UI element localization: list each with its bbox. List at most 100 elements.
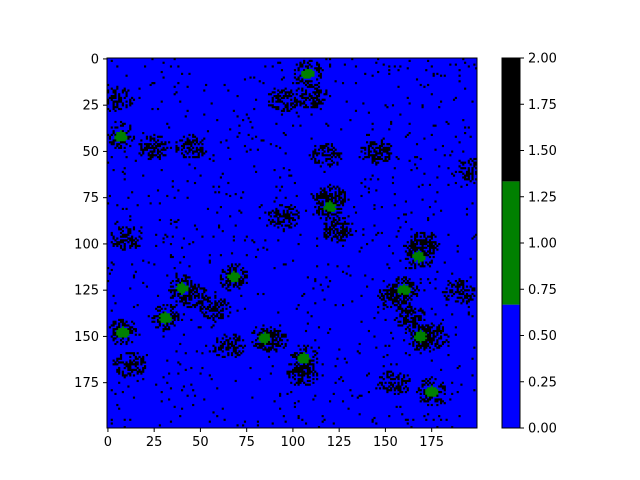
heatmap-cell — [131, 235, 134, 238]
heatmap-cell — [238, 287, 241, 290]
heatmap-cell — [134, 368, 137, 371]
heatmap-cell — [319, 146, 322, 149]
heatmap-cell — [304, 89, 308, 92]
heatmap-cell — [336, 231, 339, 235]
heatmap-cell — [125, 361, 128, 364]
heatmap-cell — [327, 209, 330, 212]
heatmap-cell — [262, 292, 265, 296]
heatmap-cell — [341, 230, 345, 233]
heatmap-cell — [205, 344, 208, 347]
heatmap-cell — [427, 383, 430, 386]
heatmap-cell — [404, 213, 407, 216]
heatmap-cell — [203, 398, 206, 401]
heatmap-cell — [288, 224, 291, 227]
heatmap-cell — [136, 352, 139, 355]
heatmap-cell — [119, 141, 123, 144]
heatmap-cell — [430, 231, 433, 235]
heatmap-cell — [221, 313, 224, 316]
heatmap-cell — [458, 365, 461, 368]
heatmap-cell — [238, 281, 241, 284]
heatmap-cell — [158, 317, 161, 320]
heatmap-cell — [373, 141, 376, 144]
heatmap-cell — [271, 331, 274, 334]
heatmap-cell — [158, 135, 161, 138]
heatmap-cell — [166, 324, 169, 327]
heatmap-cell — [118, 135, 121, 138]
heatmap-cell — [303, 82, 306, 85]
heatmap-cell — [434, 329, 437, 333]
heatmap-cell — [262, 344, 265, 347]
heatmap-cell — [225, 346, 228, 349]
heatmap-cell — [275, 222, 278, 225]
heatmap-cell — [440, 74, 443, 77]
heatmap-cell — [440, 337, 443, 340]
heatmap-cell — [236, 352, 239, 355]
heatmap-cell — [293, 378, 296, 381]
heatmap-cell — [144, 365, 147, 368]
heatmap-cell — [471, 159, 474, 162]
heatmap-cell — [293, 352, 296, 355]
heatmap-cell — [119, 235, 123, 238]
heatmap-cell — [168, 141, 171, 144]
heatmap-cell — [428, 241, 432, 244]
heatmap-cell — [290, 91, 293, 94]
heatmap-cell — [465, 289, 469, 292]
heatmap-cell — [181, 407, 184, 410]
heatmap-cell — [419, 278, 422, 281]
heatmap-cell — [208, 305, 211, 309]
heatmap-cell — [304, 359, 308, 362]
heatmap-cell — [412, 322, 415, 325]
heatmap-cell — [419, 317, 422, 320]
heatmap-cell — [293, 405, 296, 408]
heatmap-cell — [173, 317, 176, 320]
heatmap-cell — [428, 391, 432, 394]
heatmap-cell — [401, 285, 404, 288]
heatmap-cell — [118, 243, 121, 246]
heatmap-cell — [447, 294, 450, 297]
heatmap-cell — [462, 172, 465, 175]
heatmap-cell — [340, 376, 343, 379]
heatmap-cell — [391, 104, 395, 107]
heatmap-cell — [158, 150, 161, 153]
heatmap-cell — [393, 167, 396, 170]
heatmap-cell — [462, 161, 465, 164]
heatmap-cell — [125, 74, 128, 77]
heatmap-cell — [123, 243, 126, 246]
heatmap-cell — [219, 176, 222, 179]
heatmap-cell — [162, 318, 165, 321]
heatmap-cell — [329, 187, 332, 190]
heatmap-cell — [419, 352, 422, 355]
heatmap-cell — [421, 331, 424, 334]
heatmap-cell — [286, 370, 289, 373]
heatmap-cell — [471, 287, 474, 290]
heatmap-cell — [192, 285, 195, 288]
heatmap-cell — [114, 133, 117, 136]
heatmap-cell — [219, 315, 222, 318]
heatmap-cell — [432, 331, 435, 334]
heatmap-cell — [421, 326, 424, 329]
heatmap-cell — [329, 148, 332, 151]
heatmap-cell — [386, 294, 389, 297]
heatmap-cell — [323, 213, 326, 216]
heatmap-cell — [132, 352, 136, 355]
heatmap-cell — [129, 366, 132, 370]
heatmap-cell — [399, 405, 402, 408]
heatmap-cell — [438, 329, 441, 333]
heatmap-cell — [169, 322, 173, 325]
heatmap-cell — [267, 333, 271, 336]
heatmap-cell — [297, 372, 300, 375]
heatmap-cell — [421, 328, 424, 331]
heatmap-cell — [419, 341, 422, 344]
heatmap-cell — [123, 135, 126, 138]
heatmap-cell — [234, 272, 237, 275]
heatmap-cell — [327, 148, 330, 151]
heatmap-cell — [412, 335, 415, 338]
heatmap-cell — [414, 339, 417, 342]
heatmap-cell — [164, 326, 167, 329]
heatmap-cell — [456, 291, 459, 294]
heatmap-cell — [299, 359, 302, 362]
heatmap-cell — [316, 67, 319, 70]
heatmap-cell — [414, 248, 417, 251]
heatmap-cell — [403, 280, 406, 283]
heatmap-cell — [390, 287, 393, 290]
